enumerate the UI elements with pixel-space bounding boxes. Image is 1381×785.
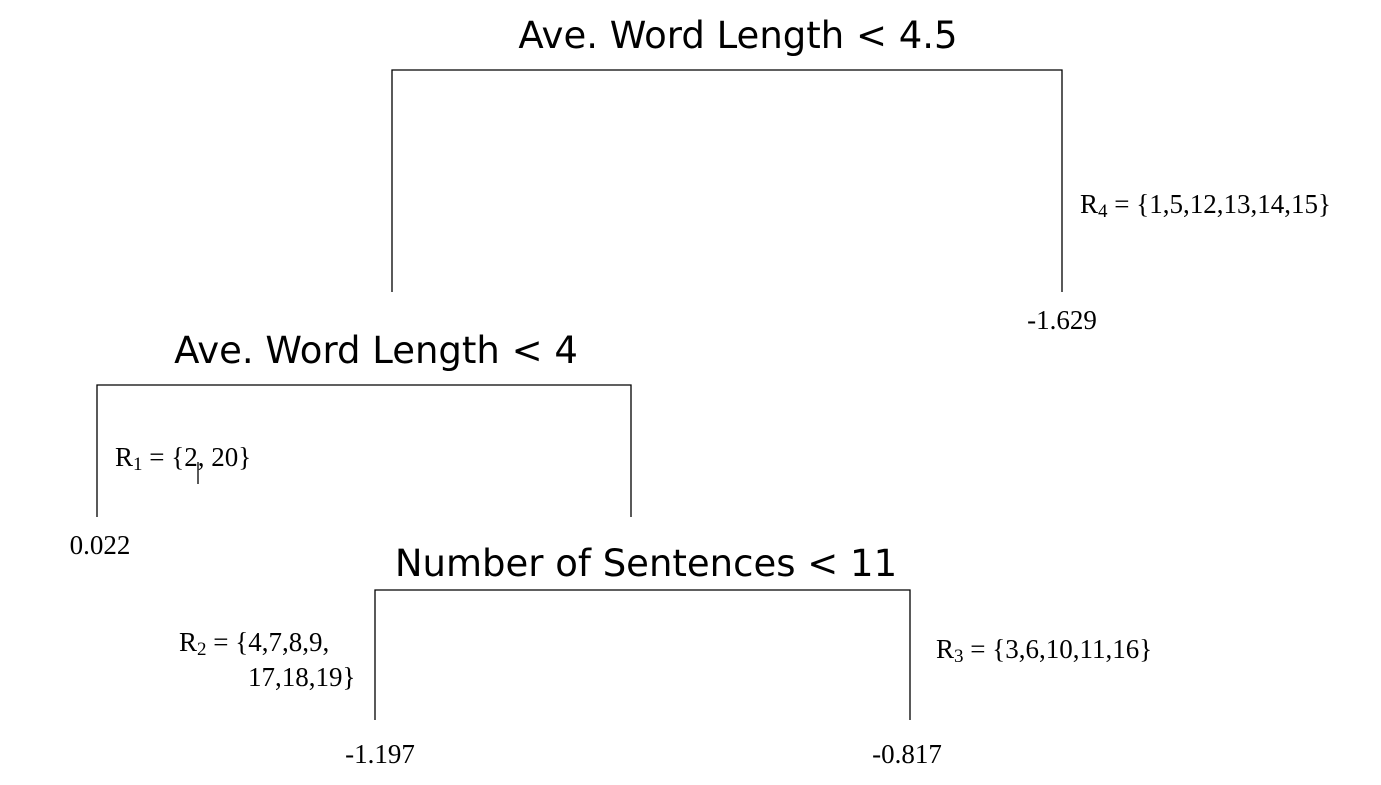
leaf-r3-members: = {3,6,10,11,16} — [964, 634, 1153, 664]
leaf-r3-index: 3 — [954, 646, 964, 667]
leaf-r2-region: R2 = {4,7,8,9, — [179, 627, 329, 660]
leaf-r2-index: 2 — [197, 639, 207, 660]
leaf-r1-letter: R — [115, 442, 133, 472]
inner-split-label: Number of Sentences < 11 — [395, 542, 897, 585]
leaf-r4-index: 4 — [1098, 201, 1108, 222]
root-split-label: Ave. Word Length < 4.5 — [518, 14, 957, 57]
leaf-r4-letter: R — [1080, 189, 1098, 219]
leaf-r4-value: -1.629 — [1027, 305, 1097, 335]
leaf-r4-members: = {1,5,12,13,14,15} — [1108, 189, 1331, 219]
leaf-r3-letter: R — [936, 634, 954, 664]
leaf-r1-members: = {2, 20} — [143, 442, 252, 472]
leaf-r2-letter: R — [179, 627, 197, 657]
leaf-r3-value: -0.817 — [872, 739, 942, 769]
inner-split-bracket — [374, 589, 911, 720]
leaf-r1-value: 0.022 — [70, 530, 131, 560]
leaf-r2-value: -1.197 — [345, 739, 415, 769]
leaf-r2-members-line2: 17,18,19} — [248, 662, 355, 692]
leaf-r1-index: 1 — [133, 454, 143, 475]
leaf-r2-members: = {4,7,8,9, — [207, 627, 330, 657]
left-split-label: Ave. Word Length < 4 — [174, 329, 578, 372]
root-split-bracket — [391, 69, 1063, 292]
leaf-r3-region: R3 = {3,6,10,11,16} — [936, 634, 1152, 667]
leaf-r4-region: R4 = {1,5,12,13,14,15} — [1080, 189, 1331, 222]
leaf-r1-region: R1 = {2, 20} — [115, 442, 251, 475]
left-split-bracket — [96, 384, 632, 517]
